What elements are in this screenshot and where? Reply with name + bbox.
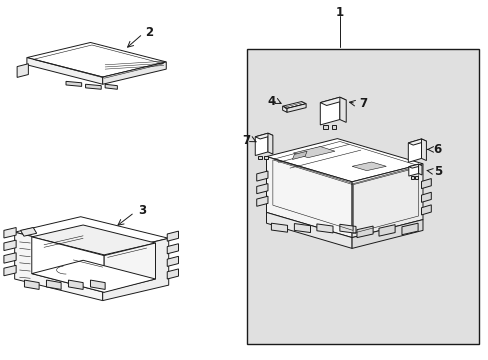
- Polygon shape: [320, 97, 339, 125]
- Polygon shape: [292, 151, 306, 159]
- Polygon shape: [4, 265, 16, 276]
- Text: 5: 5: [433, 165, 441, 177]
- Polygon shape: [256, 171, 267, 181]
- Polygon shape: [4, 240, 16, 251]
- Polygon shape: [339, 224, 355, 233]
- Bar: [246, 49, 478, 344]
- Polygon shape: [421, 192, 430, 202]
- Polygon shape: [266, 139, 422, 182]
- Polygon shape: [401, 223, 417, 235]
- Polygon shape: [421, 205, 430, 215]
- Polygon shape: [17, 64, 28, 77]
- Polygon shape: [68, 280, 83, 289]
- Polygon shape: [331, 125, 336, 129]
- Polygon shape: [266, 212, 351, 248]
- Polygon shape: [421, 139, 426, 161]
- Polygon shape: [267, 133, 272, 154]
- Polygon shape: [293, 147, 334, 158]
- Polygon shape: [282, 102, 305, 108]
- Polygon shape: [24, 280, 39, 289]
- Polygon shape: [257, 156, 261, 159]
- Polygon shape: [256, 196, 267, 206]
- Polygon shape: [255, 133, 267, 156]
- Polygon shape: [266, 157, 351, 238]
- Polygon shape: [27, 42, 166, 77]
- Polygon shape: [255, 133, 272, 139]
- Polygon shape: [264, 156, 267, 159]
- Polygon shape: [410, 176, 413, 179]
- Polygon shape: [316, 224, 332, 233]
- Polygon shape: [105, 84, 117, 89]
- Polygon shape: [351, 220, 422, 248]
- Polygon shape: [104, 243, 155, 292]
- Polygon shape: [167, 244, 178, 254]
- Polygon shape: [351, 164, 422, 238]
- Text: 2: 2: [145, 26, 153, 39]
- Polygon shape: [339, 97, 346, 122]
- Polygon shape: [414, 176, 417, 179]
- Polygon shape: [32, 225, 155, 255]
- Polygon shape: [66, 81, 81, 86]
- Polygon shape: [4, 253, 16, 263]
- Text: 1: 1: [335, 6, 343, 19]
- Polygon shape: [286, 104, 305, 112]
- Polygon shape: [167, 269, 178, 279]
- Text: 7: 7: [359, 97, 367, 110]
- Polygon shape: [4, 228, 16, 238]
- Polygon shape: [378, 225, 394, 236]
- Polygon shape: [32, 260, 155, 292]
- Polygon shape: [102, 62, 166, 84]
- Polygon shape: [20, 228, 37, 236]
- Polygon shape: [320, 97, 346, 105]
- Polygon shape: [351, 162, 386, 171]
- Text: 3: 3: [138, 204, 145, 217]
- Text: 6: 6: [433, 143, 441, 156]
- Polygon shape: [294, 224, 310, 233]
- Polygon shape: [408, 164, 421, 168]
- Polygon shape: [356, 226, 372, 238]
- Polygon shape: [27, 58, 102, 84]
- Polygon shape: [421, 179, 430, 189]
- Text: 4: 4: [266, 95, 275, 108]
- Polygon shape: [167, 231, 178, 241]
- Polygon shape: [46, 280, 61, 289]
- Polygon shape: [282, 106, 286, 112]
- Polygon shape: [15, 232, 102, 301]
- Polygon shape: [322, 125, 327, 129]
- Polygon shape: [102, 238, 168, 301]
- Polygon shape: [85, 84, 101, 89]
- Polygon shape: [90, 280, 105, 289]
- Polygon shape: [15, 217, 168, 254]
- Polygon shape: [408, 164, 418, 176]
- Polygon shape: [256, 184, 267, 194]
- Polygon shape: [407, 139, 426, 145]
- Polygon shape: [32, 237, 104, 292]
- Text: 7: 7: [242, 134, 250, 147]
- Polygon shape: [167, 256, 178, 266]
- Polygon shape: [407, 139, 421, 162]
- Polygon shape: [418, 164, 421, 175]
- Polygon shape: [271, 223, 287, 232]
